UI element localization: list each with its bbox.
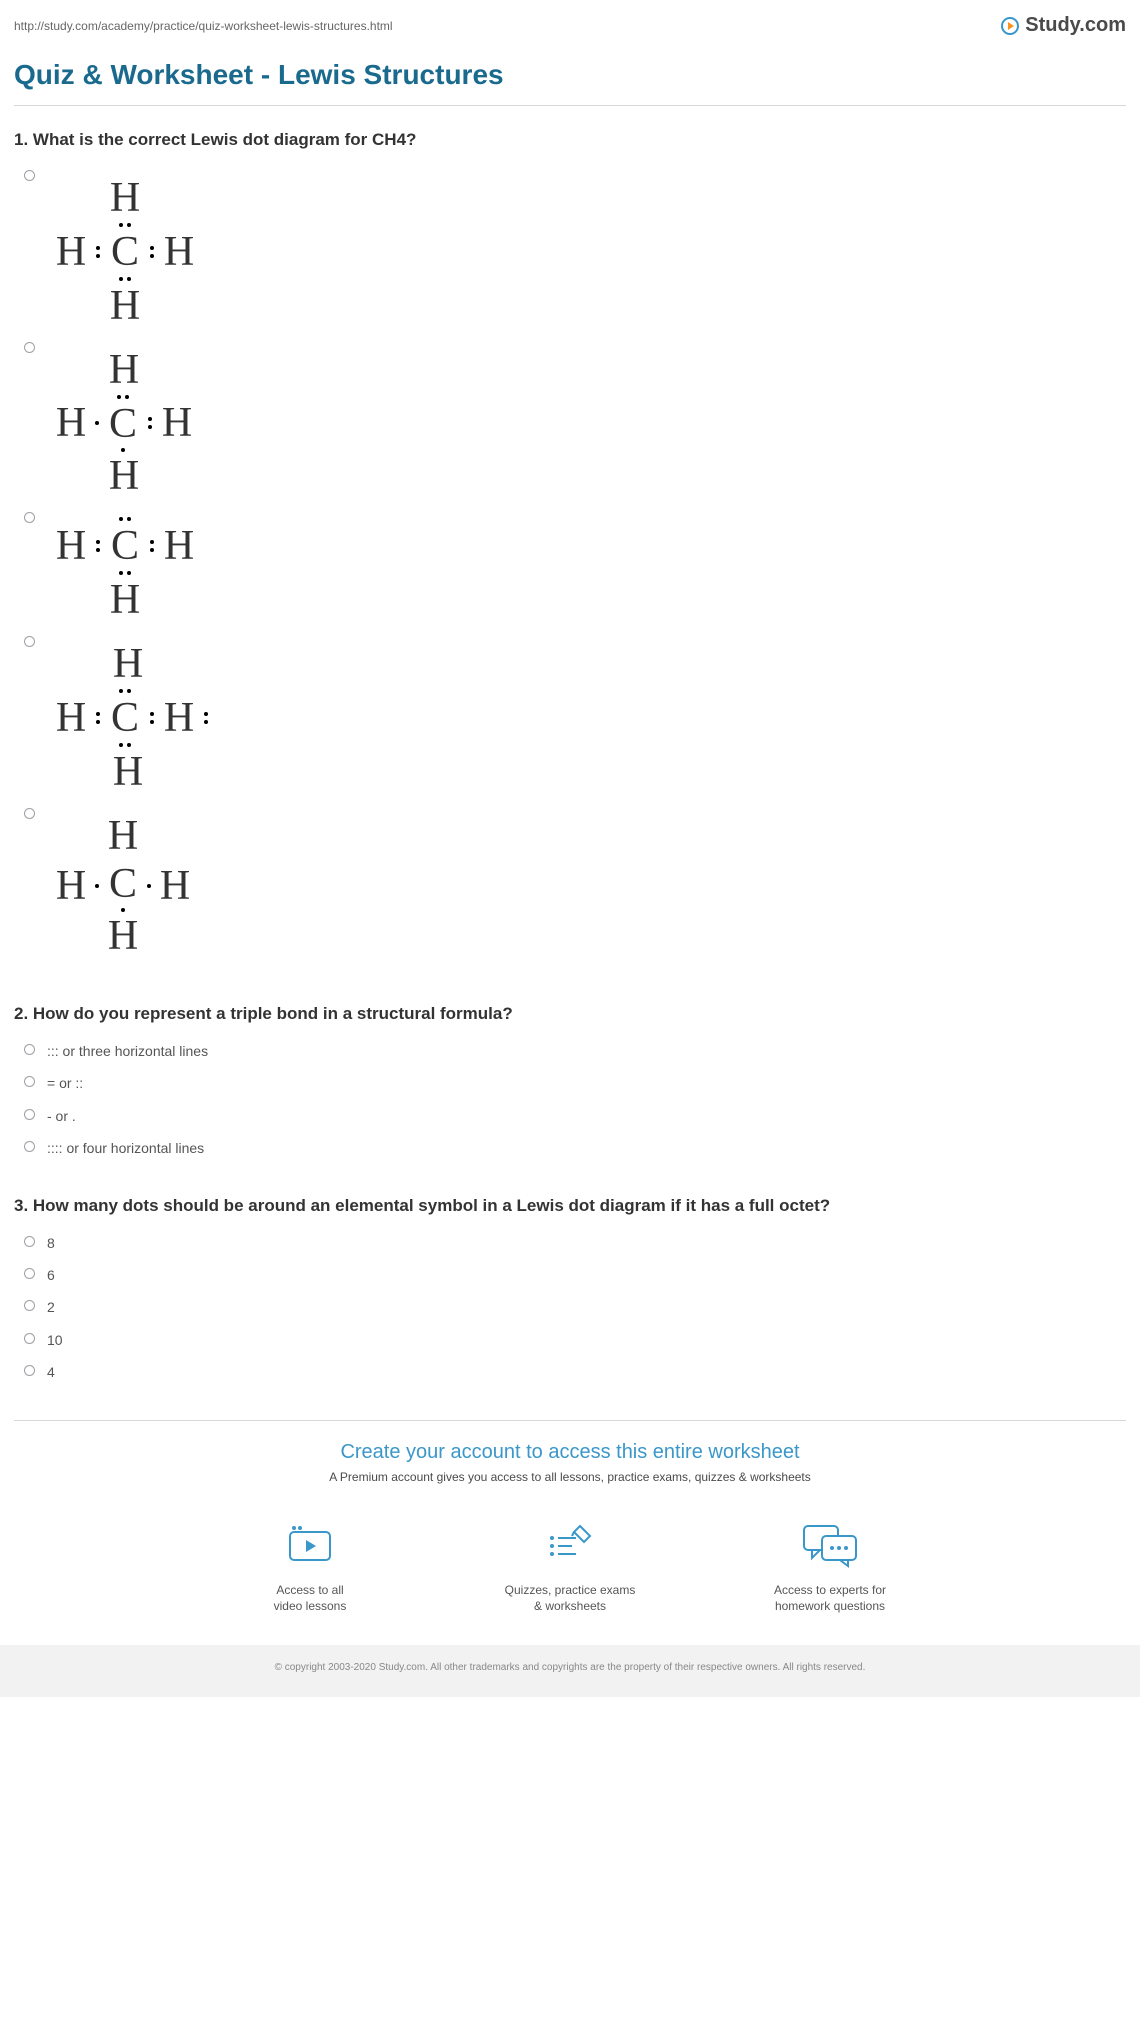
option[interactable]: HHCHH — [24, 338, 1126, 508]
radio-button[interactable] — [24, 808, 35, 819]
radio-button[interactable] — [24, 1365, 35, 1376]
option[interactable]: HCHH — [24, 508, 1126, 632]
brand-name: Study.com — [1025, 14, 1126, 37]
question-text: 2. How do you represent a triple bond in… — [14, 1004, 1126, 1024]
option[interactable]: 10 — [24, 1329, 1126, 1351]
lewis-diagram: HHCHH — [47, 804, 199, 968]
option[interactable]: 8 — [24, 1232, 1126, 1254]
question-2: 2. How do you represent a triple bond in… — [14, 1004, 1126, 1160]
top-bar: http://study.com/academy/practice/quiz-w… — [14, 10, 1126, 45]
radio-button[interactable] — [24, 342, 35, 353]
option[interactable]: :::: or four horizontal lines — [24, 1137, 1126, 1159]
option[interactable]: HHCHH — [24, 632, 1126, 804]
cta-subtitle: A Premium account gives you access to al… — [14, 1470, 1126, 1484]
option-text: 6 — [47, 1264, 55, 1286]
radio-button[interactable] — [24, 1044, 35, 1055]
option[interactable]: 6 — [24, 1264, 1126, 1286]
lewis-diagram: HCHH — [47, 508, 203, 632]
option-text: = or :: — [47, 1072, 83, 1094]
feature-item: Access to allvideo lessons — [220, 1524, 400, 1616]
option-text: 4 — [47, 1361, 55, 1383]
feature-text: Quizzes, practice exams& worksheets — [505, 1582, 636, 1616]
option-text: 8 — [47, 1232, 55, 1254]
option-text: 2 — [47, 1296, 55, 1318]
q1-options: HHCHHHHCHHHCHHHHCHHHHCHH — [14, 166, 1126, 968]
radio-button[interactable] — [24, 170, 35, 181]
option[interactable]: 2 — [24, 1296, 1126, 1318]
play-icon — [1001, 17, 1019, 35]
divider — [14, 105, 1126, 106]
radio-button[interactable] — [24, 1076, 35, 1087]
question-text: 1. What is the correct Lewis dot diagram… — [14, 130, 1126, 150]
quiz-icon — [544, 1524, 596, 1568]
feature-text: Access to experts forhomework questions — [774, 1582, 886, 1616]
lewis-diagram: HHCHH — [47, 338, 201, 508]
copyright-text: © copyright 2003-2020 Study.com. All oth… — [60, 1661, 1080, 1675]
page-url: http://study.com/academy/practice/quiz-w… — [14, 19, 393, 33]
chat-icon — [802, 1524, 858, 1568]
question-text: 3. How many dots should be around an ele… — [14, 1196, 1126, 1216]
option-text: - or . — [47, 1105, 76, 1127]
feature-row: Access to allvideo lessons Quizzes, pract… — [14, 1524, 1126, 1616]
option[interactable]: = or :: — [24, 1072, 1126, 1094]
question-1: 1. What is the correct Lewis dot diagram… — [14, 130, 1126, 968]
option[interactable]: ::: or three horizontal lines — [24, 1040, 1126, 1062]
option-text: ::: or three horizontal lines — [47, 1040, 208, 1062]
q3-options: 8 6 2 10 4 — [14, 1232, 1126, 1384]
radio-button[interactable] — [24, 1300, 35, 1311]
radio-button[interactable] — [24, 512, 35, 523]
cta-block: Create your account to access this entir… — [14, 1441, 1126, 1646]
q2-options: ::: or three horizontal lines= or ::- or… — [14, 1040, 1126, 1160]
feature-item: Access to experts forhomework questions — [740, 1524, 920, 1616]
radio-button[interactable] — [24, 1333, 35, 1344]
cta-title[interactable]: Create your account to access this entir… — [14, 1441, 1126, 1464]
divider — [14, 1420, 1126, 1421]
option-text: :::: or four horizontal lines — [47, 1137, 204, 1159]
page-title: Quiz & Worksheet - Lewis Structures — [14, 45, 1126, 105]
option[interactable]: 4 — [24, 1361, 1126, 1383]
video-icon — [284, 1524, 336, 1568]
feature-text: Access to allvideo lessons — [274, 1582, 347, 1616]
option[interactable]: HHCHH — [24, 166, 1126, 338]
radio-button[interactable] — [24, 1109, 35, 1120]
feature-item: Quizzes, practice exams& worksheets — [480, 1524, 660, 1616]
brand-logo[interactable]: Study.com — [1001, 14, 1126, 37]
radio-button[interactable] — [24, 1236, 35, 1247]
option[interactable]: HHCHH — [24, 804, 1126, 968]
option[interactable]: - or . — [24, 1105, 1126, 1127]
lewis-diagram: HHCHH — [47, 632, 209, 804]
radio-button[interactable] — [24, 1268, 35, 1279]
lewis-diagram: HHCHH — [47, 166, 203, 338]
footer: © copyright 2003-2020 Study.com. All oth… — [0, 1645, 1140, 1697]
radio-button[interactable] — [24, 636, 35, 647]
radio-button[interactable] — [24, 1141, 35, 1152]
option-text: 10 — [47, 1329, 63, 1351]
question-3: 3. How many dots should be around an ele… — [14, 1196, 1126, 1384]
